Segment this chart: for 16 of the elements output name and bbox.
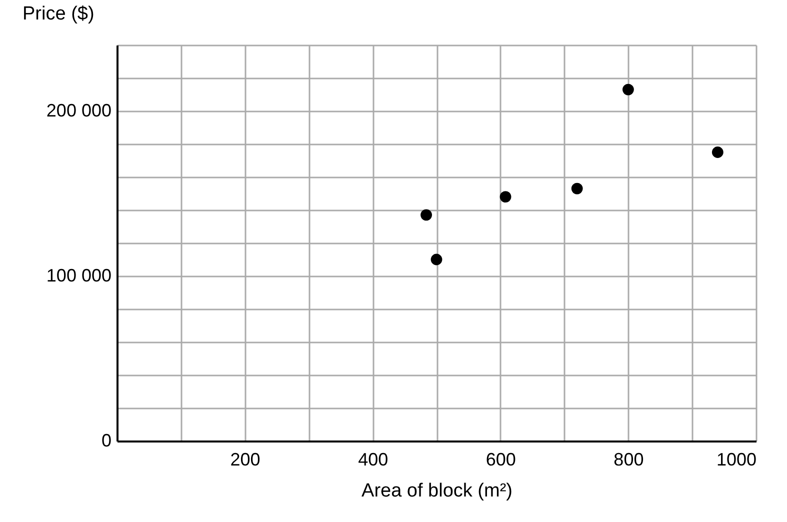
x-tick-label: 800	[614, 450, 644, 470]
point	[622, 84, 634, 96]
y-tick-label: 200 000	[46, 100, 112, 120]
x-tick-label: 200	[230, 450, 260, 470]
point	[420, 209, 432, 221]
point	[430, 254, 442, 266]
y-tick-label: 0	[101, 430, 112, 450]
y-tick-label: 100 000	[46, 266, 112, 286]
point	[712, 146, 724, 158]
x-tick-label: 400	[358, 450, 388, 470]
point	[500, 191, 512, 202]
x-tick-label: 600	[486, 450, 516, 470]
point	[571, 182, 583, 194]
y-axis-title: Price ($)	[22, 4, 94, 24]
x-tick-label: 1000	[716, 450, 756, 470]
x-axis-title: Area of block (m²)	[362, 480, 512, 502]
